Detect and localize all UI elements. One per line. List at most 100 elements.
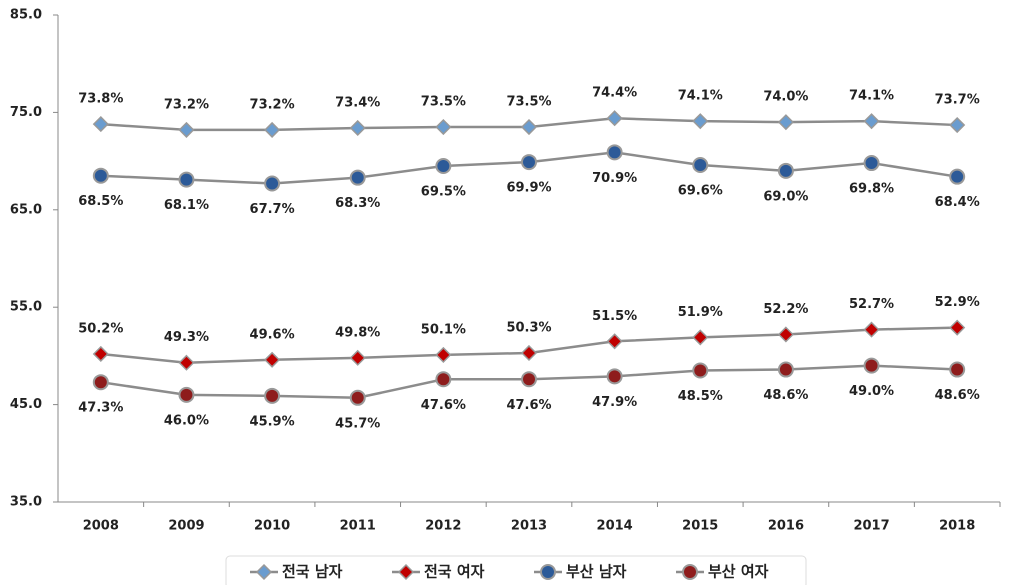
marker — [863, 155, 880, 172]
data-label: 74.1% — [678, 89, 723, 104]
marker — [435, 371, 452, 388]
data-label: 69.5% — [421, 184, 466, 199]
data-label: 73.5% — [506, 95, 551, 110]
data-label: 45.9% — [250, 414, 295, 429]
y-tick-label: 75.0 — [10, 105, 42, 120]
x-tick-label: 2013 — [511, 519, 547, 534]
marker — [435, 118, 452, 136]
data-label: 52.9% — [935, 295, 980, 310]
data-label: 68.5% — [78, 194, 123, 209]
data-label: 47.3% — [78, 401, 123, 416]
marker — [863, 113, 880, 130]
data-label: 73.5% — [421, 95, 466, 110]
data-label: 45.7% — [335, 416, 380, 431]
data-label: 51.9% — [678, 305, 723, 320]
marker — [692, 362, 709, 379]
marker — [521, 154, 537, 171]
data-label: 49.8% — [335, 325, 380, 340]
data-label: 47.9% — [592, 395, 637, 410]
marker — [92, 345, 109, 363]
data-label: 69.8% — [849, 182, 894, 197]
marker — [520, 344, 538, 362]
marker — [349, 169, 366, 186]
marker — [178, 121, 195, 138]
legend-label: 전국 남자 — [282, 563, 343, 581]
data-label: 74.4% — [592, 86, 637, 101]
y-tick-label: 35.0 — [10, 495, 42, 510]
data-label: 48.6% — [763, 388, 808, 403]
x-tick-label: 2014 — [597, 519, 633, 534]
legend-label: 전국 여자 — [424, 563, 485, 581]
marker — [435, 346, 452, 363]
marker — [777, 162, 794, 179]
data-label: 52.2% — [763, 302, 808, 317]
marker — [520, 118, 538, 136]
data-label: 50.1% — [421, 322, 466, 337]
x-tick-label: 2010 — [254, 519, 290, 534]
data-label: 74.0% — [763, 90, 808, 105]
marker — [178, 354, 195, 371]
legend-label: 부산 남자 — [566, 563, 627, 581]
marker — [521, 371, 537, 388]
marker — [863, 357, 880, 374]
data-label: 70.9% — [592, 171, 637, 186]
x-tick-label: 2017 — [853, 519, 889, 534]
marker — [692, 113, 709, 130]
data-label: 73.2% — [250, 97, 295, 112]
data-label: 73.4% — [335, 95, 380, 110]
marker — [949, 168, 966, 185]
x-tick-label: 2012 — [425, 519, 461, 534]
marker — [178, 386, 195, 403]
marker — [777, 326, 794, 343]
marker — [349, 349, 366, 366]
marker — [435, 157, 452, 174]
data-label: 51.5% — [592, 309, 637, 324]
data-label: 49.6% — [250, 327, 295, 342]
marker — [606, 333, 623, 350]
data-label: 48.5% — [678, 389, 723, 404]
y-tick-label: 85.0 — [10, 8, 42, 23]
legend-marker — [255, 563, 273, 581]
data-label: 50.3% — [506, 320, 551, 335]
data-label: 73.8% — [78, 92, 123, 107]
x-tick-label: 2011 — [340, 519, 376, 534]
y-tick-label: 65.0 — [10, 202, 42, 217]
marker — [777, 114, 794, 131]
data-label: 73.7% — [935, 93, 980, 108]
x-tick-label: 2016 — [768, 519, 804, 534]
data-label: 47.6% — [506, 398, 551, 413]
x-tick-label: 2018 — [939, 519, 975, 534]
marker — [264, 175, 281, 192]
marker — [692, 329, 709, 346]
data-label: 68.4% — [935, 195, 980, 210]
marker — [92, 116, 109, 133]
y-tick-label: 55.0 — [10, 300, 42, 315]
marker — [949, 117, 966, 134]
marker — [949, 319, 966, 336]
marker — [777, 361, 794, 378]
marker — [606, 368, 623, 385]
marker — [264, 351, 281, 368]
data-label: 67.7% — [250, 202, 295, 217]
data-label: 48.6% — [935, 388, 980, 403]
data-label: 69.0% — [763, 189, 808, 204]
data-label: 49.0% — [849, 384, 894, 399]
y-tick-label: 45.0 — [10, 397, 42, 412]
marker — [606, 144, 623, 161]
marker — [863, 321, 880, 338]
legend-marker — [397, 563, 415, 581]
legend: 전국 남자 전국 여자 부산 남자 부산 여자 — [225, 555, 807, 585]
x-tick-label: 2015 — [682, 519, 718, 534]
marker — [178, 171, 195, 188]
legend-marker — [540, 564, 556, 580]
marker — [949, 361, 966, 378]
marker — [349, 389, 366, 406]
x-tick-label: 2008 — [83, 519, 119, 534]
marker — [606, 110, 623, 127]
data-label: 69.9% — [506, 181, 551, 196]
marker — [264, 121, 281, 138]
data-label: 46.0% — [164, 413, 209, 428]
data-label: 49.3% — [164, 330, 209, 345]
data-label: 68.1% — [164, 198, 209, 213]
legend-box — [225, 555, 807, 585]
